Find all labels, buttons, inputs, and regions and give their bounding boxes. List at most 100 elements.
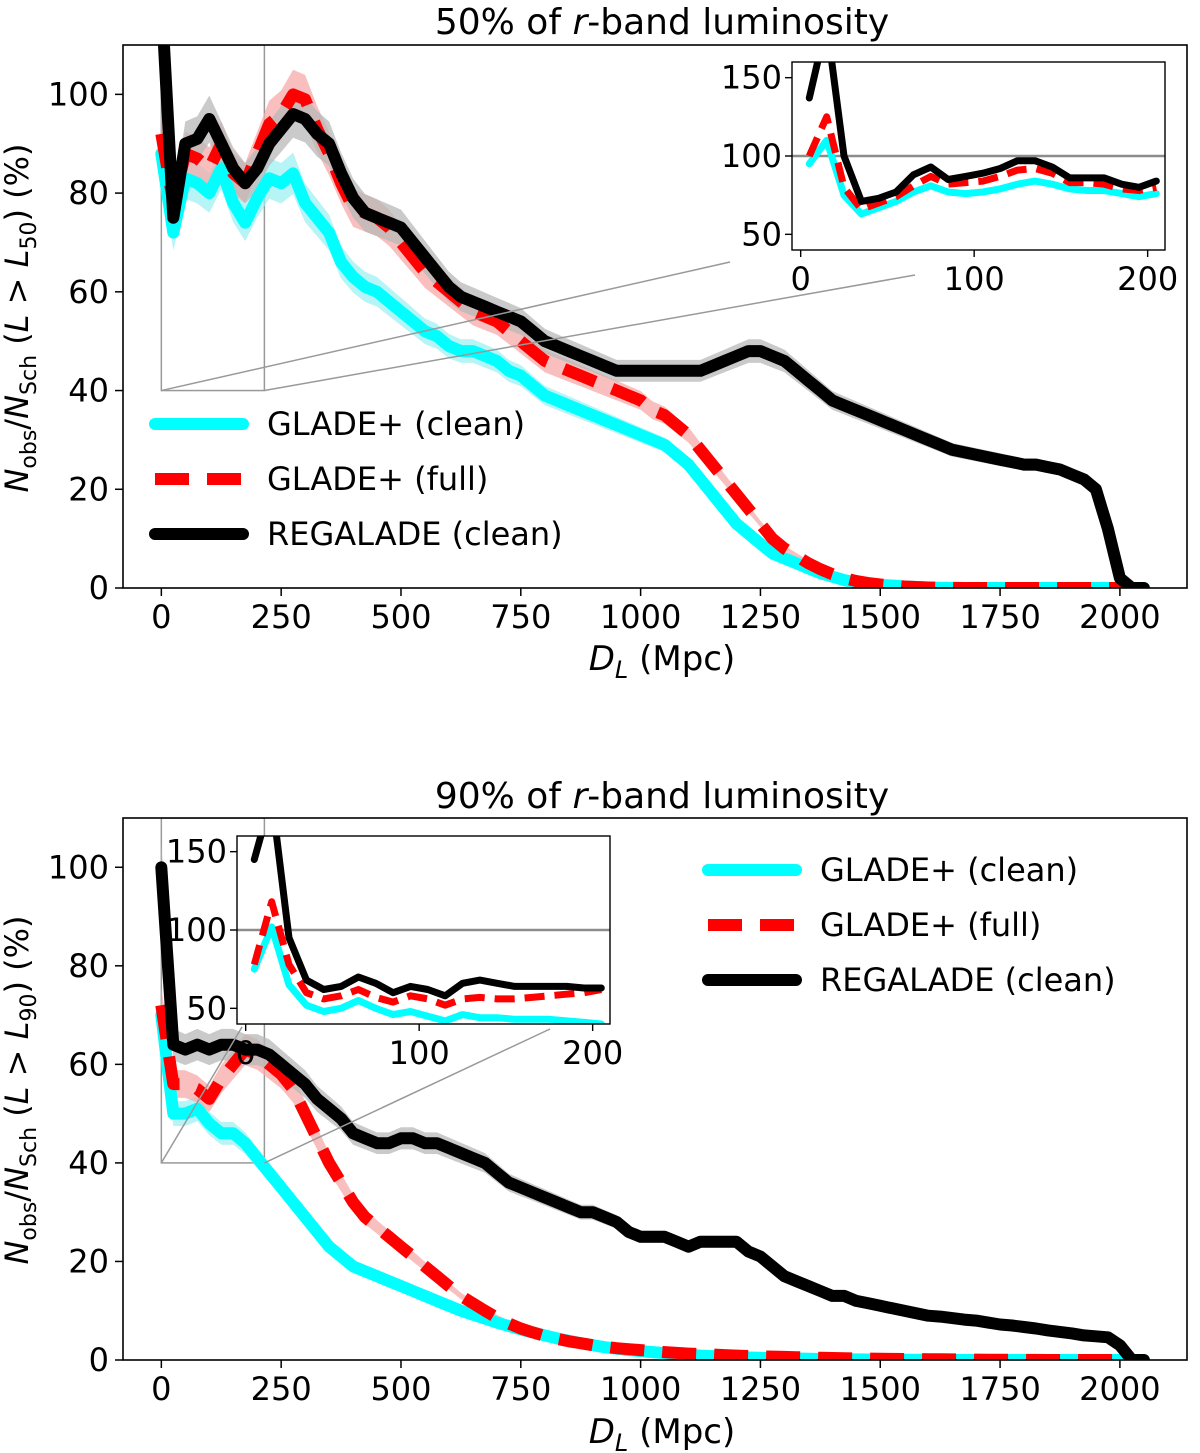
ylabel-l-subscript: 50: [17, 222, 42, 250]
uncertainty-band-1: [161, 987, 1144, 1360]
x-tick-label: 250: [251, 598, 312, 636]
inset-axes: 0 100 200 50 100 150: [166, 833, 623, 1072]
inset-plot-area: [792, 62, 1165, 218]
inset-connector-line: [160, 1026, 243, 1164]
x-tick-label: 750: [490, 1370, 551, 1408]
inset-y-tick-label: 100: [721, 137, 782, 175]
x-tick-label: 0: [151, 1370, 171, 1408]
y-tick-label: 0: [89, 1341, 109, 1379]
legend-label-2: REGALADE (clean): [820, 961, 1116, 999]
inset-axes: 0 100 200 50 100 150: [721, 59, 1178, 298]
x-tick-label: 1500: [840, 598, 921, 636]
ylabel-paren-close: ): [0, 971, 36, 994]
y-tick-label: 100: [48, 848, 109, 886]
x-tick-label: 2000: [1079, 598, 1160, 636]
title-prefix: 90% of: [435, 776, 573, 817]
ylabel-l-subscript: 90: [17, 994, 42, 1022]
inset-series-line-2: [250, 836, 605, 1000]
chart-title: 50% of r-band luminosity: [435, 2, 889, 43]
ylabel-gt: >: [0, 267, 36, 314]
inset-connector-line: [264, 274, 916, 392]
inset-series-line-1: [806, 113, 1157, 213]
axes-frame: [122, 44, 1188, 589]
title-prefix: 50% of: [435, 2, 573, 43]
legend: GLADE+ (clean) GLADE+ (full) REGALADE (cle…: [702, 851, 1116, 999]
y-tick-label: 40: [68, 372, 109, 410]
inset-x-tick-label: 200: [562, 1034, 623, 1072]
y-tick-label: 20: [68, 470, 109, 508]
plot-area: [155, 45, 1150, 588]
xlabel-symbol: D: [589, 639, 615, 679]
xlabel-subscript: L: [615, 1429, 628, 1453]
ylabel-percent: (%): [0, 143, 36, 198]
inset-plot-area: [237, 836, 610, 1024]
ylabel-n: N: [0, 469, 36, 493]
chart-title: 90% of r-band luminosity: [435, 776, 889, 817]
series-line-2: [157, 45, 1150, 588]
ylabel-paren-open: (: [0, 332, 36, 355]
x-tick-label: 1750: [959, 1370, 1040, 1408]
axes-frame: [122, 817, 1188, 1361]
inset-series-line-0: [805, 136, 1160, 218]
legend-label-0: GLADE+ (clean): [267, 405, 525, 443]
title-suffix: -band luminosity: [587, 2, 889, 43]
series-line-1: [155, 1004, 1144, 1360]
x-tick-label: 250: [251, 1370, 312, 1408]
y-tick-label: 40: [68, 1144, 109, 1182]
inset-series-line-1: [250, 898, 602, 1009]
inset-y-tick-label: 50: [741, 215, 782, 253]
ylabel-sub-sch: Sch: [17, 355, 42, 395]
ylabel-paren-open: (: [0, 1104, 36, 1127]
ylabel-gt: >: [0, 1039, 36, 1086]
ylabel-slash: /: [0, 419, 36, 430]
x-tick-label: 1500: [840, 1370, 921, 1408]
zoom-region-box: [160, 45, 266, 392]
legend-label-2: REGALADE (clean): [267, 515, 563, 553]
x-tick-label: 1750: [959, 598, 1040, 636]
title-italic: r: [572, 2, 589, 43]
xlabel-unit: (Mpc): [628, 639, 735, 679]
chart-panel-2: 0 250 500 750 1000 1250 1500 1750 20000204060801…: [0, 776, 1188, 1453]
inset-y-tick-label: 100: [166, 911, 227, 949]
inset-x-tick-label: 100: [389, 1034, 450, 1072]
uncertainty-band-0: [161, 997, 1144, 1360]
xlabel-symbol: D: [589, 1412, 615, 1452]
x-tick-label: 1000: [600, 1370, 681, 1408]
inset-x-tick-label: 0: [790, 260, 810, 298]
inset-x-tick-label: 100: [944, 260, 1005, 298]
y-axis-label: Nobs/NSch (L > L50) (%): [0, 143, 42, 492]
legend-label-0: GLADE+ (clean): [820, 851, 1078, 889]
ylabel-l: L: [0, 1022, 36, 1040]
series-line-0: [155, 1009, 1150, 1360]
y-tick-label: 80: [68, 174, 109, 212]
x-tick-label: 1000: [600, 598, 681, 636]
ylabel-percent: (%): [0, 915, 36, 970]
x-tick-label: 750: [490, 598, 551, 636]
y-tick-label: 0: [89, 569, 109, 607]
x-tick-label: 1250: [720, 1370, 801, 1408]
legend: GLADE+ (clean) GLADE+ (full) REGALADE (cle…: [149, 405, 563, 553]
y-tick-label: 100: [48, 75, 109, 113]
ylabel-l: L: [0, 314, 36, 332]
inset-x-tick-label: 200: [1117, 260, 1178, 298]
ylabel-sub-obs: obs: [17, 430, 42, 469]
inset-series-line-0: [250, 923, 605, 1024]
x-tick-label: 500: [370, 598, 431, 636]
y-tick-label: 80: [68, 947, 109, 985]
ylabel-n: N: [0, 1241, 36, 1265]
ylabel-sub-sch: Sch: [17, 1127, 42, 1167]
y-tick-label: 20: [68, 1242, 109, 1280]
legend-label-1: GLADE+ (full): [820, 906, 1041, 944]
x-tick-label: 0: [151, 598, 171, 636]
chart-panel-1: 0 250 500 750 1000 1250 1500 1750 20000204060801…: [0, 2, 1188, 684]
inset-y-tick-label: 150: [721, 59, 782, 97]
inset-connector-line: [264, 1028, 551, 1164]
x-tick-label: 1250: [720, 598, 801, 636]
series-line-0: [155, 147, 1150, 588]
inset-connector-line: [161, 261, 731, 392]
xlabel-unit: (Mpc): [628, 1412, 735, 1452]
inset-y-tick-label: 50: [186, 989, 227, 1027]
x-tick-label: 500: [370, 1370, 431, 1408]
x-axis-label: DL (Mpc): [589, 1412, 736, 1453]
